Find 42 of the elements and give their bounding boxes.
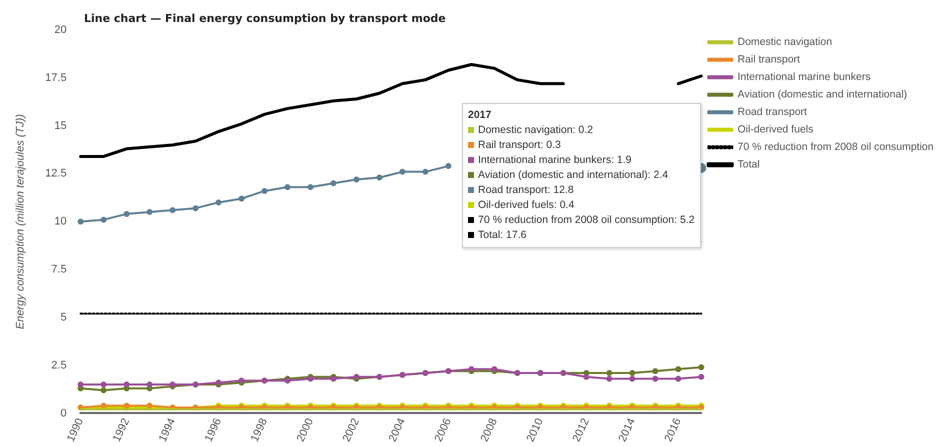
x-tick-label: 2006 xyxy=(432,416,454,444)
y-tick-label: 15 xyxy=(54,120,67,132)
x-tick-label: 2014 xyxy=(616,416,638,444)
annotation: Domestic navigation: 0.2 xyxy=(477,123,594,138)
annotation: Rail transport: 0.3 xyxy=(477,138,562,153)
x-tick-label: 1994 xyxy=(156,416,178,444)
annotation: Road transport: 12.8 xyxy=(477,183,575,198)
y-tick-label: 5 xyxy=(60,311,67,324)
y-axis-title: Energy consumption (million terajoules (TJ)) xyxy=(14,114,27,330)
legend-label: Domestic navigation xyxy=(738,36,832,48)
x-tick-label: 2008 xyxy=(478,416,500,444)
legend-label: International marine bunkers xyxy=(738,71,871,84)
x-tick-label: 2016 xyxy=(662,416,684,444)
legend-label: Rail transport xyxy=(738,54,800,66)
x-tick-label: 2012 xyxy=(570,416,592,444)
y-tick-label: 2.5 xyxy=(51,359,67,372)
annotation: International marine bunkers: 1.9 xyxy=(477,153,633,168)
annotation: Total: 17.6 xyxy=(477,228,528,243)
y-tick-label: 0 xyxy=(60,407,67,420)
x-tick-label: 1996 xyxy=(202,416,224,444)
chart-title: Line chart — Final energy consumption by transport mode xyxy=(84,12,446,25)
annotation: Aviation (domestic and international): 2.4 xyxy=(477,168,670,183)
x-tick-label: 2000 xyxy=(294,416,316,444)
x-tick-label: 1992 xyxy=(110,416,132,444)
x-tick-label: 1998 xyxy=(248,416,270,444)
y-tick-label: 10 xyxy=(54,216,67,228)
annotation: 70 % reduction from 2008 oil consumption: 5.2 xyxy=(477,213,695,228)
x-tick-label: 2010 xyxy=(524,416,546,444)
annotation: Oil-derived fuels: 0.4 xyxy=(477,198,576,213)
annotation: 2017 xyxy=(468,108,492,123)
y-tick-label: 7.5 xyxy=(51,264,67,276)
y-tick-label: 17.5 xyxy=(45,72,67,84)
x-tick-label: 1990 xyxy=(64,416,86,444)
legend-label: Total xyxy=(738,158,760,171)
legend-label: Aviation (domestic and international) xyxy=(738,88,908,101)
x-tick-label: 2004 xyxy=(386,416,408,444)
x-tick-label: 2002 xyxy=(340,416,362,444)
legend-label: Oil-derived fuels xyxy=(738,124,814,136)
y-tick-label: 12.5 xyxy=(45,168,67,180)
legend-label: Road transport xyxy=(738,106,808,118)
y-tick-label: 20 xyxy=(54,24,67,36)
legend-label: 70 % reduction from 2008 oil consumption xyxy=(738,141,934,154)
